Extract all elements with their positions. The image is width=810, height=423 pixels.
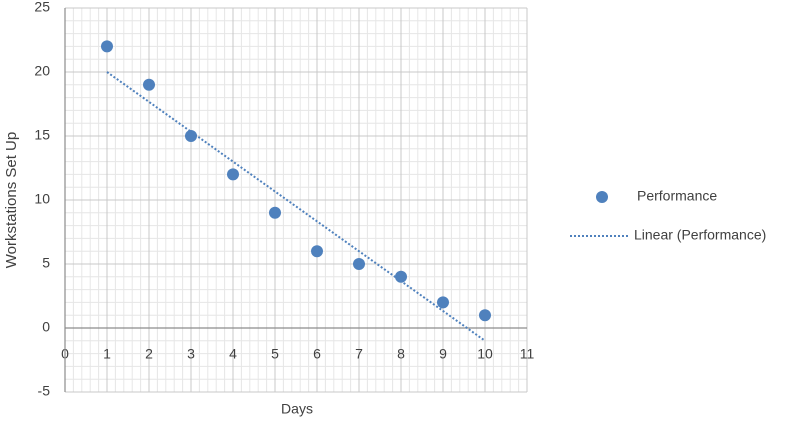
data-point bbox=[353, 258, 365, 270]
legend-label: Linear (Performance) bbox=[634, 227, 766, 243]
y-tick-label: 10 bbox=[34, 191, 50, 207]
data-point bbox=[311, 245, 323, 258]
y-tick-label: 0 bbox=[42, 319, 50, 335]
x-tick-label: 1 bbox=[103, 346, 111, 362]
y-axis-label: Workstations Set Up bbox=[3, 132, 20, 268]
legend-marker bbox=[596, 191, 608, 203]
data-point bbox=[143, 78, 155, 91]
data-point bbox=[437, 296, 449, 309]
legend-label: Performance bbox=[637, 188, 717, 204]
y-tick-label: 20 bbox=[34, 63, 50, 79]
data-point bbox=[227, 168, 239, 181]
x-tick-label: 10 bbox=[477, 346, 493, 362]
y-tick-label: 5 bbox=[42, 255, 50, 271]
data-point bbox=[269, 206, 281, 219]
x-tick-label: 8 bbox=[397, 346, 405, 362]
data-point bbox=[101, 40, 113, 53]
y-tick-label: 25 bbox=[34, 0, 50, 15]
trend-line bbox=[106, 71, 486, 342]
x-tick-label: 4 bbox=[229, 346, 237, 362]
x-tick-label: 2 bbox=[145, 346, 153, 362]
x-tick-label: 6 bbox=[313, 346, 321, 362]
data-point bbox=[185, 130, 197, 142]
x-tick-label: 9 bbox=[439, 346, 447, 362]
x-tick-label: 5 bbox=[271, 346, 279, 362]
data-point bbox=[479, 309, 491, 322]
x-tick-label: 3 bbox=[187, 346, 195, 362]
x-tick-label: 7 bbox=[355, 346, 363, 362]
x-tick-label: 11 bbox=[520, 346, 535, 362]
y-tick-label: -5 bbox=[38, 383, 51, 399]
x-axis-label: Days bbox=[281, 401, 313, 417]
y-tick-label: 15 bbox=[34, 127, 50, 143]
